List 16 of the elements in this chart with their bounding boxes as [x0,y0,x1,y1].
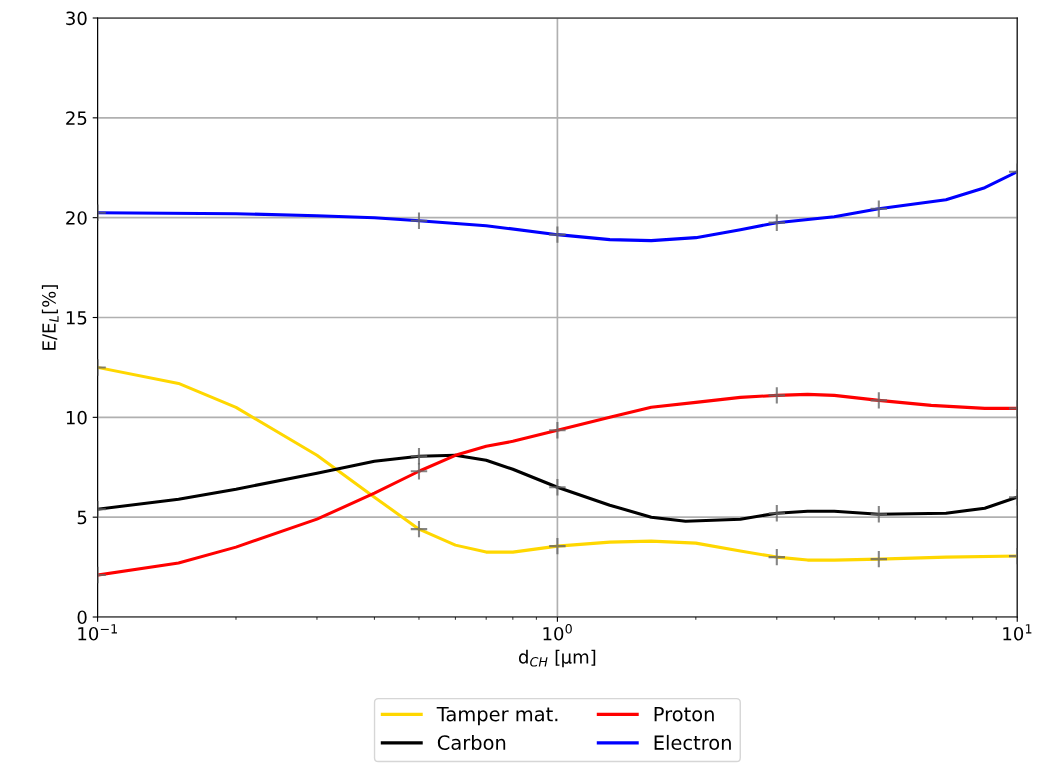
legend-label: Tamper mat. [436,706,558,726]
legend-label: Electron [654,734,731,750]
x-tick-label: 10$^{−1}$ [78,624,117,641]
y-axis-title: E/E$_{L}$[%] [41,285,59,350]
y-tick-label: 30 [66,11,87,26]
legend-label: Proton [654,706,714,722]
y-tick-label: 20 [66,211,87,225]
x-axis-title: d$_{CH}$ [µm] [518,649,596,668]
y-tick-label: 25 [66,111,87,125]
y-tick-label: 10 [66,410,87,425]
legend-label: Carbon [437,734,506,750]
y-tick-label: 0 [77,610,87,625]
x-tick-label: 10$^{1}$ [1003,624,1032,641]
x-tick-label: 10$^{0}$ [543,624,572,641]
y-tick-label: 15 [66,311,87,325]
y-tick-label: 5 [77,510,87,525]
